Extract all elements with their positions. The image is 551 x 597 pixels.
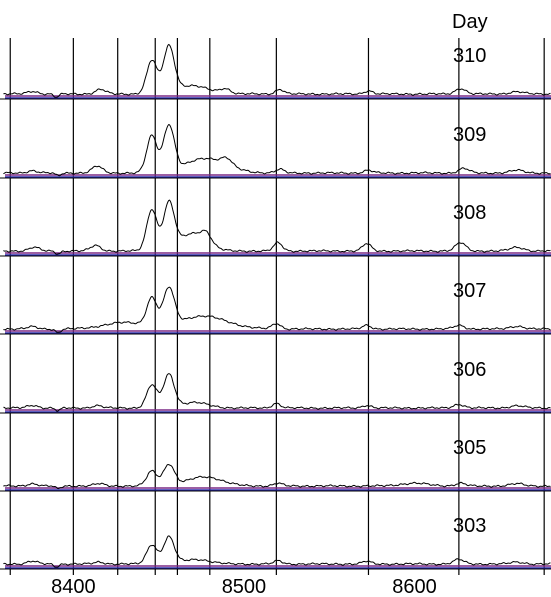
- panel-310: 310: [0, 43, 551, 100]
- spectrum-trace-307: [3, 286, 551, 333]
- day-label-303: 303: [453, 515, 486, 537]
- day-label-307: 307: [453, 280, 486, 302]
- day-label-310: 310: [453, 45, 486, 67]
- spectrum-trace-303: [3, 535, 551, 568]
- spectrum-panels: 310 309 308 307 306 305 303: [0, 43, 551, 570]
- day-label-308: 308: [453, 202, 486, 224]
- panel-306: 306: [0, 359, 551, 414]
- x-tick-label-8400: 8400: [51, 576, 96, 597]
- panel-303: 303: [0, 515, 551, 570]
- spectrum-trace-309: [3, 124, 551, 177]
- day-label-306: 306: [453, 359, 486, 381]
- spectrum-trace-308: [3, 199, 551, 255]
- panel-307: 307: [0, 280, 551, 335]
- day-header-label: Day: [452, 11, 488, 33]
- panel-309: 309: [0, 124, 551, 179]
- x-tick-label-8600: 8600: [392, 576, 437, 597]
- spectrum-trace-305: [3, 463, 551, 490]
- panel-308: 308: [0, 199, 551, 257]
- day-label-309: 309: [453, 124, 486, 146]
- spectrum-trace-306: [3, 373, 551, 412]
- spectrum-trace-310: [3, 43, 551, 98]
- x-tick-label-8500: 8500: [222, 576, 267, 597]
- x-axis-ticks: 8400 8500 8600: [51, 576, 437, 597]
- panel-305: 305: [0, 437, 551, 492]
- vertical-gridlines: [9, 38, 545, 575]
- day-label-305: 305: [453, 437, 486, 459]
